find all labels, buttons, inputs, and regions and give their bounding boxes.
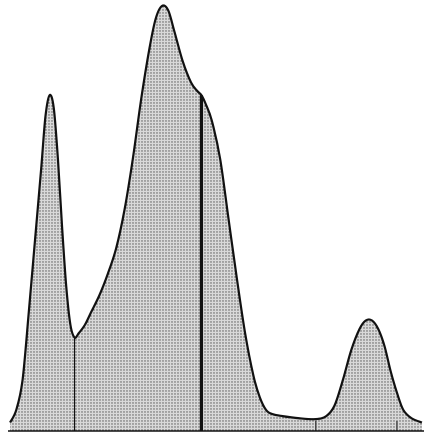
density-area bbox=[10, 5, 422, 431]
marker-layer bbox=[74, 95, 398, 431]
density-outline bbox=[9, 4, 423, 424]
area-layer bbox=[10, 5, 422, 431]
outline-layer bbox=[8, 4, 424, 432]
